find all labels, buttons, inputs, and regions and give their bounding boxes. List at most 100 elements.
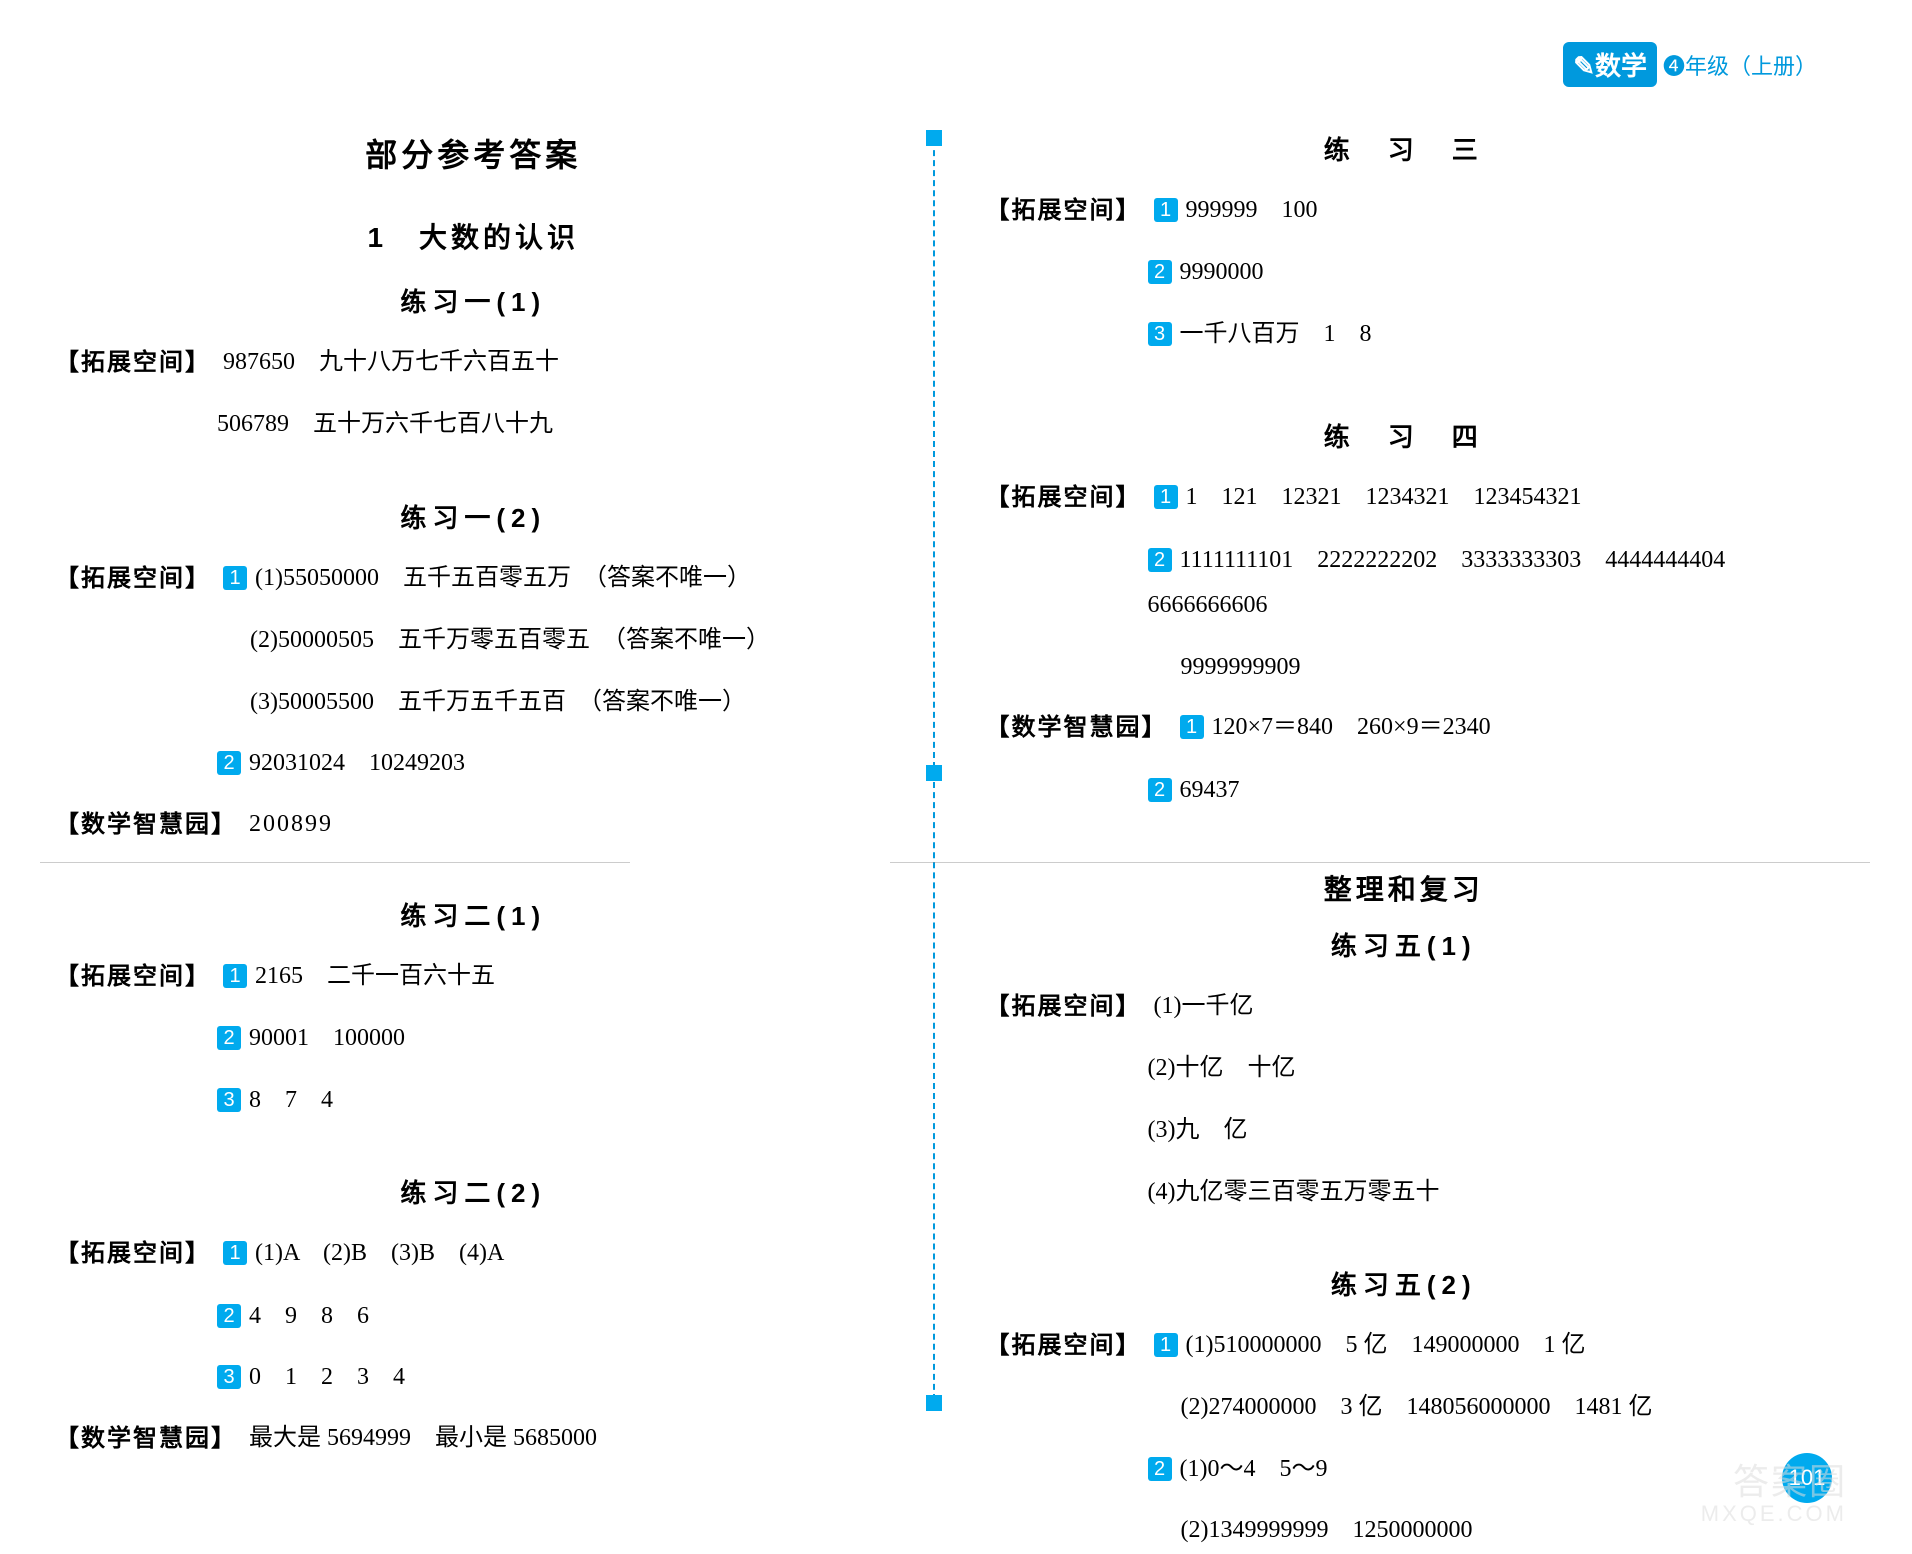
divider-square-icon <box>926 130 942 146</box>
answer-text: (2)1349999999 1250000000 <box>986 1508 1823 1554</box>
num-badge-1: 1 <box>1154 485 1178 509</box>
num-badge-2: 2 <box>1148 1457 1172 1481</box>
section-title: 练习一(1) <box>55 282 892 319</box>
answer-row: 【数学智慧园】 最大是 5694999 最小是 5685000 <box>55 1417 892 1460</box>
scan-line <box>890 862 1870 863</box>
answer-value: 1111111101 2222222202 3333333303 4444444… <box>1148 547 1750 619</box>
main-title: 部分参考答案 <box>55 130 892 176</box>
num-badge-3: 3 <box>217 1088 241 1112</box>
answer-value: 4 9 8 6 <box>249 1303 369 1329</box>
section-title: 练 习 四 <box>986 417 1823 454</box>
watermark-sub: MXQE.COM <box>1701 1501 1847 1527</box>
divider-square-icon <box>926 1395 942 1411</box>
watermark: 答案圈 MXQE.COM <box>1701 1453 1847 1527</box>
answer-text: 1 1 121 12321 1234321 123454321 <box>1154 476 1823 519</box>
answer-row: 【拓展空间】 1(1)510000000 5 亿 149000000 1 亿 <box>986 1324 1823 1367</box>
section-title: 练习一(2) <box>55 498 892 535</box>
answer-text: (1)一千亿 <box>1154 985 1823 1028</box>
answer-row: 【拓展空间】 1 1 121 12321 1234321 123454321 <box>986 476 1823 519</box>
label-extension: 【拓展空间】 <box>55 1232 211 1275</box>
answer-text: (3)九 亿 <box>986 1108 1823 1154</box>
num-badge-2: 2 <box>217 1026 241 1050</box>
num-badge-1: 1 <box>1154 198 1178 222</box>
num-badge-1: 1 <box>223 566 247 590</box>
num-badge-1: 1 <box>223 964 247 988</box>
answer-text: 最大是 5694999 最小是 5685000 <box>249 1417 892 1460</box>
label-wisdom: 【数学智慧园】 <box>55 803 237 846</box>
answer-text: 1 (1)A (2)B (3)B (4)A <box>223 1232 892 1275</box>
answer-text: 2 69437 <box>986 768 1823 814</box>
answer-text: (2)50000505 五千万零五百零五 （答案不唯一） <box>55 618 892 664</box>
answer-value: 1 121 12321 1234321 123454321 <box>1186 484 1582 510</box>
label-extension: 【拓展空间】 <box>55 955 211 998</box>
answer-value: 9990000 <box>1180 259 1264 285</box>
label-wisdom: 【数学智慧园】 <box>986 706 1168 749</box>
scan-line <box>40 862 630 863</box>
answer-text: 3 一千八百万 1 8 <box>986 312 1823 358</box>
label-extension: 【拓展空间】 <box>55 557 211 600</box>
answer-text: 506789 五十万六千七百八十九 <box>55 402 892 448</box>
num-badge-3: 3 <box>217 1365 241 1389</box>
answer-value: (1)A (2)B (3)B (4)A <box>255 1240 504 1266</box>
num-badge-2: 2 <box>1148 260 1172 284</box>
answer-text: 292031024 10249203 <box>55 741 892 787</box>
divider-square-icon <box>926 765 942 781</box>
answer-text: (3)50005500 五千万五千五百 （答案不唯一） <box>55 680 892 726</box>
column-divider <box>932 130 936 1545</box>
answer-row: 【拓展空间】 1999999 100 <box>986 189 1823 232</box>
header-badge: ✎数学 ❹年级（上册） <box>1563 42 1817 87</box>
num-badge-1: 1 <box>1154 1333 1178 1357</box>
chapter-title: 整理和复习 <box>986 868 1823 908</box>
answer-text: 1999999 100 <box>1154 189 1823 232</box>
answer-row: 【数学智慧园】 200899 <box>55 803 892 846</box>
answer-text: 1 2165 二千一百六十五 <box>223 955 892 998</box>
answer-text: 2 90001 100000 <box>55 1016 892 1062</box>
section-title: 练习二(1) <box>55 896 892 933</box>
section-title: 练 习 三 <box>986 130 1823 167</box>
answer-row: 【数学智慧园】 1120×7＝840 260×9＝2340 <box>986 706 1823 749</box>
answer-value: (1)55050000 五千五百零五万 （答案不唯一） <box>255 565 751 591</box>
answer-row: 【拓展空间】 1 (1)A (2)B (3)B (4)A <box>55 1232 892 1275</box>
chapter-title: 1 大数的认识 <box>55 216 892 256</box>
left-column: 部分参考答案 1 大数的认识 练习一(1) 【拓展空间】 987650 九十八万… <box>0 130 932 1545</box>
answer-value: (1)510000000 5 亿 149000000 1 亿 <box>1186 1332 1586 1358</box>
answer-text: 1 (1)55050000 五千五百零五万 （答案不唯一） <box>223 557 892 600</box>
label-extension: 【拓展空间】 <box>986 985 1142 1028</box>
answer-text: 38 7 4 <box>55 1078 892 1124</box>
answer-row: 【拓展空间】 1 (1)55050000 五千五百零五万 （答案不唯一） <box>55 557 892 600</box>
answer-value: 69437 <box>1180 777 1240 803</box>
answer-value: 90001 100000 <box>249 1025 405 1051</box>
answer-text: (2)274000000 3 亿 148056000000 1481 亿 <box>986 1385 1823 1431</box>
section-title: 练习五(2) <box>986 1265 1823 1302</box>
num-badge-2: 2 <box>1148 778 1172 802</box>
num-badge-2: 2 <box>1148 548 1172 572</box>
answer-text: (4)九亿零三百零五万零五十 <box>986 1170 1823 1216</box>
answer-value: 2165 二千一百六十五 <box>255 963 495 989</box>
answer-text: 21111111101 2222222202 3333333303 444444… <box>986 538 1823 629</box>
answer-row: 【拓展空间】 (1)一千亿 <box>986 985 1823 1028</box>
num-badge-3: 3 <box>1148 322 1172 346</box>
answer-text: 1 (1)510000000 5 亿 149000000 1 亿 <box>1154 1324 1823 1367</box>
answer-value: 一千八百万 1 8 <box>1180 321 1372 347</box>
answer-text: 200899 <box>249 803 892 846</box>
label-extension: 【拓展空间】 <box>986 476 1142 519</box>
grade-text: ❹年级（上册） <box>1663 49 1817 81</box>
answer-text: 987650 九十八万七千六百五十 <box>223 341 892 384</box>
subject-badge: ✎数学 <box>1563 42 1657 87</box>
num-badge-1: 1 <box>1180 715 1204 739</box>
answer-text: 2 9990000 <box>986 250 1823 296</box>
answer-value: (1)0～4 5～9 <box>1180 1456 1328 1482</box>
num-badge-1: 1 <box>223 1241 247 1265</box>
page-container: 部分参考答案 1 大数的认识 练习一(1) 【拓展空间】 987650 九十八万… <box>0 0 1912 1545</box>
answer-text: 24 9 8 6 <box>55 1294 892 1340</box>
answer-row: 【拓展空间】 1 2165 二千一百六十五 <box>55 955 892 998</box>
answer-text: 3 0 1 2 3 4 <box>55 1355 892 1401</box>
num-badge-2: 2 <box>217 751 241 775</box>
answer-text: 2 (1)0～4 5～9 <box>986 1447 1823 1493</box>
answer-row: 【拓展空间】 987650 九十八万七千六百五十 <box>55 341 892 384</box>
label-wisdom: 【数学智慧园】 <box>55 1417 237 1460</box>
answer-text: (2)十亿 十亿 <box>986 1046 1823 1092</box>
label-extension: 【拓展空间】 <box>986 189 1142 232</box>
answer-value: 0 1 2 3 4 <box>249 1364 405 1390</box>
answer-text: 1120×7＝840 260×9＝2340 <box>1180 706 1823 749</box>
